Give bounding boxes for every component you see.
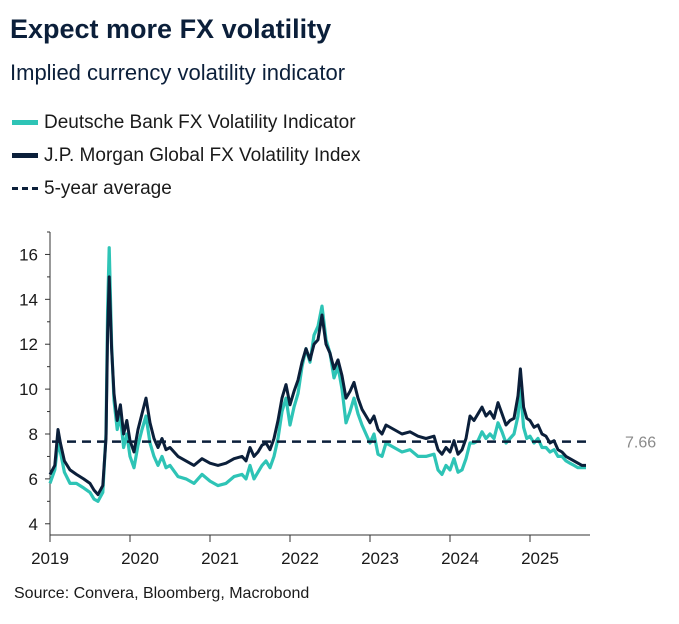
legend-swatch-deutsche-bank	[12, 120, 38, 125]
legend-label-five-year-average: 5-year average	[44, 177, 172, 199]
legend-label-deutsche-bank: Deutsche Bank FX Volatility Indicator	[44, 111, 356, 133]
x-tick-label: 2020	[121, 549, 159, 568]
x-tick-label: 2024	[441, 549, 479, 568]
legend-swatch-five-year-average	[12, 187, 38, 190]
source-note: Source: Convera, Bloomberg, Macrobond	[14, 585, 310, 602]
y-tick-label: 14	[19, 290, 38, 309]
y-tick-label: 16	[19, 245, 38, 264]
five-year-average-value-label: 7.66	[625, 435, 656, 452]
legend-item-jp-morgan: J.P. Morgan Global FX Volatility Index	[12, 139, 360, 172]
legend-item-deutsche-bank: Deutsche Bank FX Volatility Indicator	[12, 106, 360, 139]
series-line-jp-morgan	[48, 275, 586, 497]
x-tick-label: 2019	[31, 549, 69, 568]
series-line-deutsche-bank	[48, 246, 586, 503]
y-tick-label: 10	[19, 380, 38, 399]
legend-label-jp-morgan: J.P. Morgan Global FX Volatility Index	[44, 144, 361, 166]
x-tick-label: 2022	[281, 549, 319, 568]
chart-title: Expect more FX volatility	[10, 14, 332, 44]
y-tick-label: 12	[19, 335, 38, 354]
x-tick-label: 2025	[521, 549, 559, 568]
legend-swatch-jp-morgan	[12, 153, 38, 158]
y-tick-label: 6	[29, 470, 38, 489]
legend-item-five-year-average: 5-year average	[12, 172, 360, 205]
x-tick-label: 2021	[201, 549, 239, 568]
chart-subtitle: Implied currency volatility indicator	[10, 60, 346, 85]
y-tick-label: 8	[29, 425, 38, 444]
y-tick-label: 4	[29, 515, 38, 534]
x-tick-label: 2023	[361, 549, 399, 568]
chart-legend: Deutsche Bank FX Volatility Indicator J.…	[12, 106, 360, 205]
